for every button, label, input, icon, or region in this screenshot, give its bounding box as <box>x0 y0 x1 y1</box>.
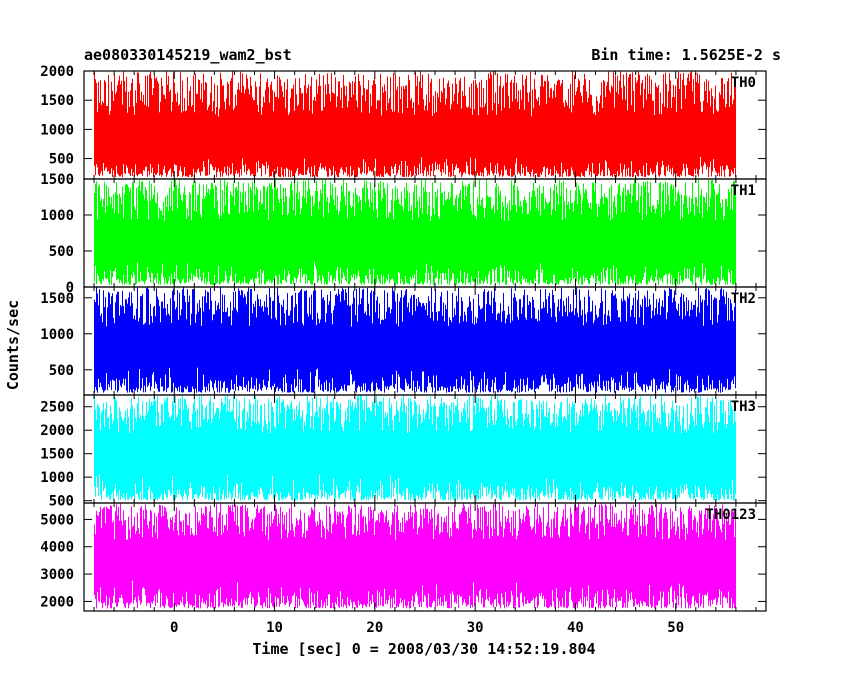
y-tick-label: 1500 <box>40 291 74 307</box>
panel-label: TH0123 <box>705 507 756 523</box>
y-tick-label: 1000 <box>40 122 74 138</box>
panel-th1: 0 500 1000 1500 TH1 <box>40 172 767 296</box>
y-tick-label: 1500 <box>40 93 74 109</box>
y-tick-label: 2000 <box>40 423 74 439</box>
y-tick-label: 3000 <box>40 567 74 583</box>
x-axis-title: Time [sec] 0 = 2008/03/30 14:52:19.804 <box>252 640 595 658</box>
y-tick-label: 2000 <box>40 64 74 80</box>
series-th0123 <box>94 503 736 609</box>
x-tick-label: 10 <box>266 620 283 636</box>
panel-label: TH1 <box>731 183 756 199</box>
series-th1 <box>94 179 736 285</box>
panel-th2: 500 1000 1500 TH2 <box>40 286 767 396</box>
bin-time-label: Bin time: 1.5625E-2 s <box>591 46 781 64</box>
y-tick-label: 1000 <box>40 208 74 224</box>
y-tick-label: 500 <box>49 244 74 260</box>
y-tick-label: 0 <box>66 280 74 296</box>
series-th0 <box>94 71 736 178</box>
x-tick-label: 40 <box>567 620 584 636</box>
y-tick-label: 5000 <box>40 512 74 528</box>
x-tick-label: 30 <box>467 620 484 636</box>
y-tick-label: 1500 <box>40 447 74 463</box>
panel-th0: 500 1000 1500 2000 TH0 <box>40 64 767 180</box>
y-tick-label: 500 <box>49 152 74 168</box>
x-tick-label: 0 <box>170 620 178 636</box>
panel-th0123: 2000 3000 4000 5000 TH0123 <box>40 502 767 612</box>
y-tick-label: 500 <box>49 363 74 379</box>
series-th2 <box>94 287 736 393</box>
panels-group: 500100015002000TH0050010001500TH15001000… <box>40 64 767 636</box>
y-tick-label: 1000 <box>40 327 74 343</box>
y-axis-title: Counts/sec <box>4 300 22 390</box>
panel-frame-th0123 <box>83 502 767 612</box>
y-tick-label: 4000 <box>40 540 74 556</box>
series-th3 <box>94 395 736 501</box>
y-tick-label: 2000 <box>40 594 74 610</box>
y-tick-label: 1000 <box>40 470 74 486</box>
x-tick-label: 50 <box>667 620 684 636</box>
y-tick-label: 500 <box>49 494 74 510</box>
chart-title: ae080330145219_wam2_bst <box>84 46 292 64</box>
y-tick-label: 1500 <box>40 172 74 188</box>
panel-label: TH0 <box>731 75 756 91</box>
panel-label: TH2 <box>731 291 756 307</box>
y-tick-label: 2500 <box>40 400 74 416</box>
x-tick-label: 20 <box>366 620 383 636</box>
panel-th3: 500 1000 1500 2000 2500 TH3 <box>40 394 767 510</box>
panel-label: TH3 <box>731 399 756 415</box>
